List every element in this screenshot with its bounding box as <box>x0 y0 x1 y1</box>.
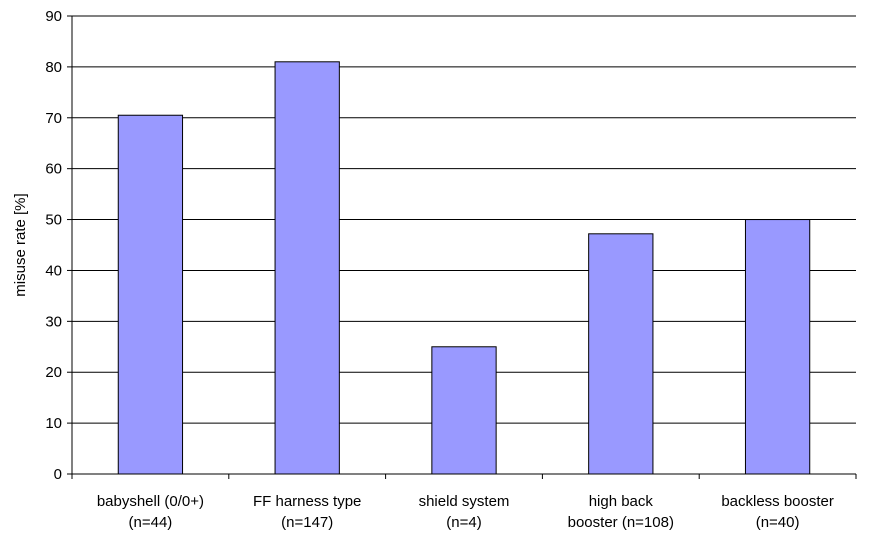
x-tick-label: high back <box>589 493 654 510</box>
y-tick-label: 90 <box>45 8 62 25</box>
x-tick-label: backless booster <box>721 493 834 510</box>
axes <box>71 16 856 475</box>
bar <box>588 233 654 475</box>
bars <box>117 61 811 475</box>
x-tick-label: shield system <box>419 493 510 510</box>
y-tick-label: 40 <box>45 262 62 279</box>
x-tick-label: (n=4) <box>446 514 481 531</box>
x-tick-label: (n=40) <box>756 514 800 531</box>
y-tick-label: 60 <box>45 161 62 178</box>
x-tick-label: booster (n=108) <box>568 514 674 531</box>
y-tick-label: 20 <box>45 364 62 381</box>
y-tick-label: 10 <box>45 415 62 432</box>
gridlines <box>72 15 856 424</box>
bar <box>274 61 340 475</box>
x-tick-label: babyshell (0/0+) <box>97 493 204 510</box>
y-axis-label: misuse rate [%] <box>12 193 29 296</box>
y-tick-label: 0 <box>54 466 62 483</box>
x-tick-label: (n=147) <box>281 514 333 531</box>
x-tick-label: FF harness type <box>253 493 361 510</box>
bar <box>117 114 184 475</box>
bar <box>744 219 811 475</box>
y-tick-label: 80 <box>45 59 62 76</box>
x-tick-label: (n=44) <box>129 514 173 531</box>
y-tick-label: 70 <box>45 110 62 127</box>
y-tick-labels: 0 10 20 30 40 50 60 70 80 90 <box>45 8 72 483</box>
bar <box>431 346 497 475</box>
y-tick-label: 50 <box>45 212 62 229</box>
y-tick-label: 30 <box>45 313 62 330</box>
x-tick-labels: babyshell (0/0+) (n=44) FF harness type (n=… <box>71 474 857 531</box>
